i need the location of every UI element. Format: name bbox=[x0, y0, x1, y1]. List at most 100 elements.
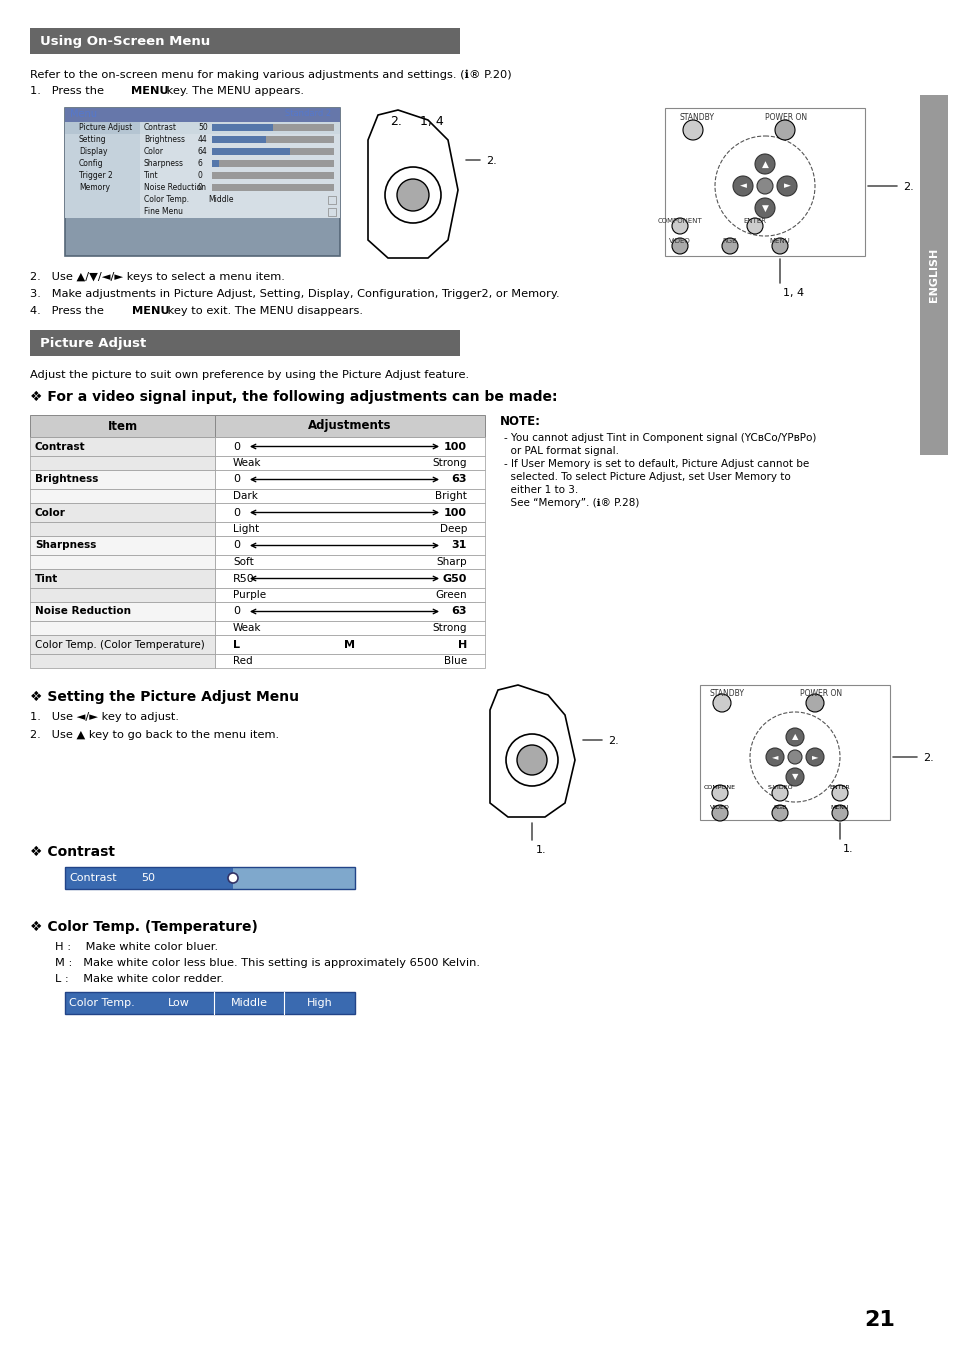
Bar bbox=[30, 588, 214, 603]
Circle shape bbox=[757, 178, 772, 195]
Text: H :    Make white color bluer.: H : Make white color bluer. bbox=[55, 942, 218, 952]
Text: Menu: Menu bbox=[70, 109, 97, 119]
Text: 1.   Press the: 1. Press the bbox=[30, 86, 108, 96]
Text: ►: ► bbox=[811, 753, 818, 762]
Text: Brightness: Brightness bbox=[144, 135, 185, 145]
Bar bbox=[65, 108, 339, 122]
Text: VIDEO: VIDEO bbox=[668, 238, 690, 245]
Bar bbox=[214, 654, 484, 667]
Circle shape bbox=[831, 785, 847, 801]
Text: Low: Low bbox=[167, 998, 189, 1008]
Text: See “Memory”. (ℹ® P.28): See “Memory”. (ℹ® P.28) bbox=[503, 499, 639, 508]
Text: Display: Display bbox=[79, 147, 108, 155]
Bar bbox=[30, 489, 214, 503]
Text: 50: 50 bbox=[198, 123, 208, 132]
Text: Contrast: Contrast bbox=[69, 873, 116, 884]
Bar bbox=[214, 555, 484, 569]
Bar bbox=[65, 867, 355, 889]
Text: 2.: 2. bbox=[923, 753, 933, 763]
Bar bbox=[214, 621, 484, 635]
Text: Dark: Dark bbox=[233, 490, 257, 501]
Circle shape bbox=[805, 748, 823, 766]
Circle shape bbox=[754, 199, 774, 218]
Text: ◄: ◄ bbox=[771, 753, 778, 762]
Text: Color Temp.: Color Temp. bbox=[144, 195, 189, 204]
Text: ENGLISH: ENGLISH bbox=[928, 247, 938, 303]
Circle shape bbox=[805, 694, 823, 712]
Text: M: M bbox=[344, 639, 355, 650]
Bar bbox=[65, 122, 140, 134]
Circle shape bbox=[517, 744, 546, 775]
Text: Strong: Strong bbox=[432, 623, 467, 634]
Text: ▼: ▼ bbox=[791, 773, 798, 781]
Text: POWER ON: POWER ON bbox=[800, 689, 841, 698]
Circle shape bbox=[787, 750, 801, 765]
Bar bbox=[214, 521, 484, 536]
Text: ►: ► bbox=[782, 181, 790, 190]
Text: 0: 0 bbox=[198, 182, 203, 192]
Text: Config: Config bbox=[79, 159, 104, 168]
Text: Adjustments: Adjustments bbox=[308, 420, 392, 432]
Text: Color Temp.: Color Temp. bbox=[69, 998, 134, 1008]
Bar bbox=[212, 124, 334, 131]
Text: 63: 63 bbox=[451, 474, 467, 485]
Bar bbox=[700, 685, 889, 820]
Bar bbox=[140, 195, 339, 205]
Text: MENU: MENU bbox=[132, 305, 170, 316]
Text: MENU: MENU bbox=[830, 805, 848, 811]
Text: Purple: Purple bbox=[233, 590, 266, 600]
Text: 1, 4: 1, 4 bbox=[419, 115, 443, 128]
Text: Green: Green bbox=[435, 590, 467, 600]
Text: Picture Adjust: Picture Adjust bbox=[40, 336, 146, 350]
Bar bbox=[65, 108, 339, 255]
Text: Red: Red bbox=[233, 657, 253, 666]
Bar bbox=[159, 867, 355, 889]
Text: STANDBY: STANDBY bbox=[679, 113, 714, 122]
Circle shape bbox=[776, 176, 796, 196]
Bar bbox=[140, 182, 339, 195]
Text: MENU: MENU bbox=[131, 86, 169, 96]
Bar bbox=[65, 195, 140, 205]
Text: VIDEO: VIDEO bbox=[709, 805, 729, 811]
Circle shape bbox=[785, 728, 803, 746]
Circle shape bbox=[771, 785, 787, 801]
Text: Tint: Tint bbox=[35, 574, 58, 584]
Text: 2.: 2. bbox=[902, 182, 913, 192]
Circle shape bbox=[771, 238, 787, 254]
Circle shape bbox=[712, 694, 730, 712]
Circle shape bbox=[721, 238, 738, 254]
Circle shape bbox=[765, 748, 783, 766]
Text: Weak: Weak bbox=[233, 458, 261, 467]
Text: Strong: Strong bbox=[432, 458, 467, 467]
Bar bbox=[328, 208, 335, 216]
Bar bbox=[214, 569, 484, 588]
Text: Refer to the on-screen menu for making various adjustments and settings. (ℹ® P.2: Refer to the on-screen menu for making v… bbox=[30, 70, 511, 81]
Text: ❖ Contrast: ❖ Contrast bbox=[30, 844, 115, 859]
Bar bbox=[140, 134, 339, 146]
Circle shape bbox=[774, 120, 794, 141]
Circle shape bbox=[682, 120, 702, 141]
Circle shape bbox=[746, 218, 762, 234]
Bar bbox=[214, 536, 484, 555]
Circle shape bbox=[228, 873, 237, 884]
Bar bbox=[214, 436, 484, 457]
Text: Sharpness: Sharpness bbox=[144, 159, 184, 168]
Circle shape bbox=[711, 785, 727, 801]
Bar bbox=[212, 136, 334, 143]
Text: 1.: 1. bbox=[536, 844, 546, 855]
Circle shape bbox=[785, 767, 803, 786]
Text: Weak: Weak bbox=[233, 623, 261, 634]
Text: 2.   Use ▲ key to go back to the menu item.: 2. Use ▲ key to go back to the menu item… bbox=[30, 730, 279, 740]
Text: 2.   Use ▲/▼/◄/► keys to select a menu item.: 2. Use ▲/▼/◄/► keys to select a menu ite… bbox=[30, 272, 285, 282]
Bar bbox=[65, 134, 140, 146]
Text: Contrast: Contrast bbox=[35, 442, 86, 451]
Text: POWER ON: POWER ON bbox=[764, 113, 806, 122]
Bar bbox=[214, 603, 484, 621]
Text: S-VIDEO: S-VIDEO bbox=[766, 785, 792, 790]
Text: ▲: ▲ bbox=[791, 732, 798, 742]
Bar bbox=[214, 635, 484, 654]
Text: M :   Make white color less blue. This setting is approximately 6500 Kelvin.: M : Make white color less blue. This set… bbox=[55, 958, 479, 969]
Text: COMPONE: COMPONE bbox=[703, 785, 735, 790]
Bar bbox=[30, 536, 214, 555]
Text: 0: 0 bbox=[233, 607, 240, 616]
